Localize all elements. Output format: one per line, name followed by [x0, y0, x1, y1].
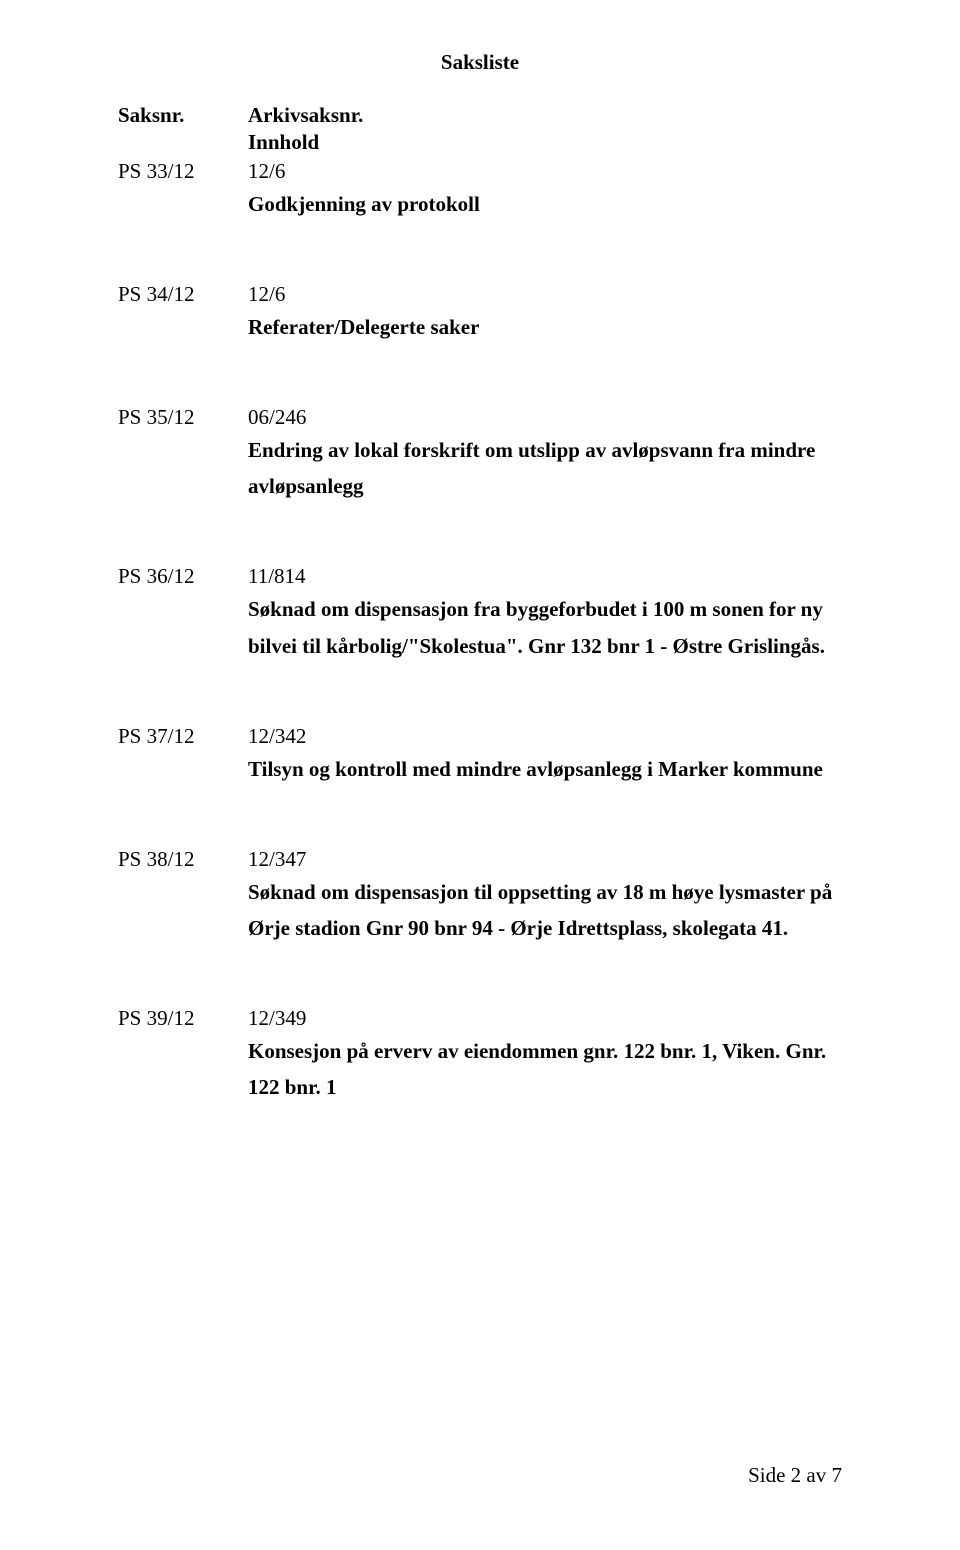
entry-arkiv: 12/349 — [248, 1006, 842, 1031]
list-item: PS 34/12 12/6 Referater/Delegerte saker — [118, 282, 842, 345]
entry-desc: Referater/Delegerte saker — [248, 309, 842, 345]
list-item: PS 39/12 12/349 Konsesjon på erverv av e… — [118, 1006, 842, 1105]
header-innhold: Innhold — [248, 130, 842, 155]
list-item: PS 35/12 06/246 Endring av lokal forskri… — [118, 405, 842, 504]
column-headers: Saksnr. Arkivsaksnr. — [118, 103, 842, 128]
list-item: PS 36/12 11/814 Søknad om dispensasjon f… — [118, 564, 842, 663]
entry-desc: Konsesjon på erverv av eiendommen gnr. 1… — [248, 1033, 842, 1105]
entry-desc: Endring av lokal forskrift om utslipp av… — [248, 432, 842, 504]
entry-saksnr: PS 36/12 — [118, 564, 248, 663]
header-saksnr: Saksnr. — [118, 103, 248, 128]
header-arkivsaksnr: Arkivsaksnr. — [248, 103, 842, 128]
page-number: Side 2 av 7 — [748, 1463, 842, 1488]
list-item: PS 38/12 12/347 Søknad om dispensasjon t… — [118, 847, 842, 946]
entry-arkiv: 12/342 — [248, 724, 842, 749]
entry-desc: Søknad om dispensasjon til oppsetting av… — [248, 874, 842, 946]
list-item: PS 33/12 12/6 Godkjenning av protokoll — [118, 159, 842, 222]
entry-arkiv: 12/6 — [248, 282, 842, 307]
entry-arkiv: 06/246 — [248, 405, 842, 430]
entry-saksnr: PS 35/12 — [118, 405, 248, 504]
entry-arkiv: 12/6 — [248, 159, 842, 184]
entry-desc: Tilsyn og kontroll med mindre avløpsanle… — [248, 751, 842, 787]
entry-arkiv: 12/347 — [248, 847, 842, 872]
entry-saksnr: PS 39/12 — [118, 1006, 248, 1105]
page-title: Saksliste — [118, 50, 842, 75]
entry-arkiv: 11/814 — [248, 564, 842, 589]
entry-saksnr: PS 33/12 — [118, 159, 248, 222]
list-item: PS 37/12 12/342 Tilsyn og kontroll med m… — [118, 724, 842, 787]
entry-desc: Søknad om dispensasjon fra byggeforbudet… — [248, 591, 842, 663]
entry-saksnr: PS 34/12 — [118, 282, 248, 345]
entry-saksnr: PS 38/12 — [118, 847, 248, 946]
entry-desc: Godkjenning av protokoll — [248, 186, 842, 222]
entry-saksnr: PS 37/12 — [118, 724, 248, 787]
